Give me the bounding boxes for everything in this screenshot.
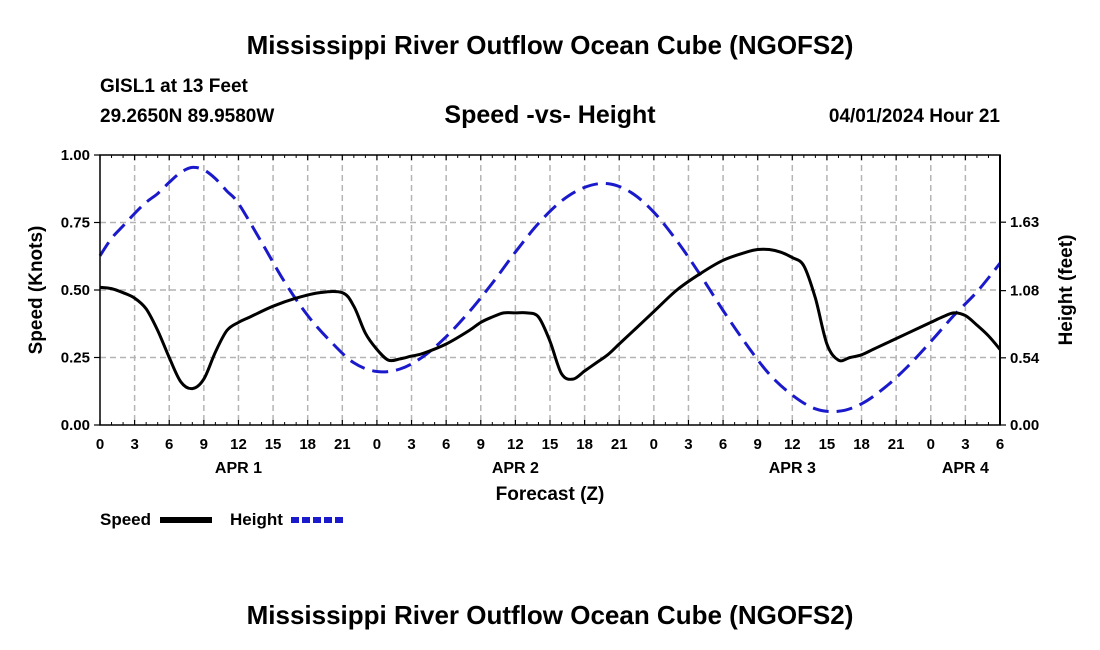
x-tick-label: 15: [265, 436, 282, 453]
y-tick-label: 0.75: [61, 215, 90, 232]
x-tick-label: 6: [719, 436, 727, 453]
x-tick-label: 3: [684, 436, 692, 453]
speed-height-chart: 0 3 6 9 12 15 18 21 0 3 6 9 12 15 18 21 0 3 6 9 12 15 18 21 0 3 6A…: [26, 147, 1077, 505]
x-tick-label: 6: [996, 436, 1004, 453]
x-tick-label: 12: [507, 436, 524, 453]
x-tick-label: 12: [784, 436, 801, 453]
x-tick-label: 18: [576, 436, 593, 453]
series-speed-line: [99, 247, 1002, 391]
x-tick-label: 3: [407, 436, 415, 453]
x-tick-label: 6: [442, 436, 450, 453]
series-height-group: [98, 165, 1002, 414]
x-tick-label: 6: [165, 436, 173, 453]
axes: 0 3 6 9 12 15 18 21 0 3 6 9 12 15 18 21 0 3 6 9 12 15 18 21 0 3 6A…: [61, 147, 1040, 477]
x-day-label: APR 3: [769, 460, 816, 477]
x-tick-label: 18: [853, 436, 870, 453]
series-height-line: [98, 165, 1002, 414]
x-tick-label: 3: [130, 436, 138, 453]
station-coordinates: 29.2650N 89.9580W: [100, 106, 275, 127]
x-tick-label: 12: [230, 436, 247, 453]
page-title: Mississippi River Outflow Ocean Cube (NG…: [246, 30, 854, 60]
x-tick-label: 9: [200, 436, 208, 453]
x-tick-label: 0: [96, 436, 104, 453]
series-speed-group: [99, 247, 1002, 391]
x-day-label: APR 1: [215, 460, 262, 477]
x-tick-label: 21: [611, 436, 628, 453]
x-axis-label: Forecast (Z): [496, 484, 605, 505]
legend-speed-swatch: [160, 517, 212, 523]
y2-tick-label: 0.00: [1010, 417, 1039, 434]
footer-title: Mississippi River Outflow Ocean Cube (NG…: [246, 600, 854, 630]
y-axis-label: Speed (Knots): [26, 226, 47, 355]
y2-axis-label: Height (feet): [1056, 235, 1077, 346]
grid-lines: [100, 155, 1000, 425]
y-tick-label: 1.00: [61, 147, 90, 164]
y2-tick-label: 0.54: [1010, 350, 1040, 367]
x-tick-label: 21: [334, 436, 351, 453]
x-tick-label: 15: [542, 436, 559, 453]
y-tick-label: 0.25: [61, 350, 90, 367]
x-tick-label: 9: [477, 436, 485, 453]
x-tick-label: 0: [650, 436, 658, 453]
x-tick-label: 18: [299, 436, 316, 453]
x-tick-label: 15: [819, 436, 836, 453]
legend-speed-label: Speed: [100, 510, 152, 529]
x-day-label: APR 2: [492, 460, 539, 477]
chart-title: Speed -vs- Height: [444, 101, 656, 129]
x-day-label: APR 4: [942, 460, 989, 477]
x-tick-label: 0: [927, 436, 935, 453]
legend-height-label: Height: [230, 510, 283, 529]
x-tick-label: 21: [888, 436, 905, 453]
y2-tick-label: 1.08: [1010, 283, 1039, 300]
x-tick-label: 9: [754, 436, 762, 453]
legend-height-swatch: [291, 517, 343, 523]
y-tick-label: 0.00: [61, 417, 90, 434]
x-tick-label: 3: [961, 436, 969, 453]
x-tick-label: 0: [373, 436, 381, 453]
forecast-datetime: 04/01/2024 Hour 21: [828, 106, 1000, 127]
y-tick-label: 0.50: [61, 282, 90, 299]
station-label: GISL1 at 13 Feet: [100, 76, 248, 97]
y2-tick-label: 1.63: [1010, 214, 1039, 231]
